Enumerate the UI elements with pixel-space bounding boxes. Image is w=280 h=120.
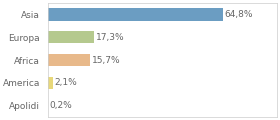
- Text: 17,3%: 17,3%: [96, 33, 125, 42]
- Text: 64,8%: 64,8%: [224, 10, 253, 19]
- Text: 0,2%: 0,2%: [50, 101, 73, 110]
- Bar: [48, 54, 90, 66]
- Bar: [48, 8, 223, 21]
- Bar: [48, 77, 53, 89]
- Text: 2,1%: 2,1%: [55, 78, 78, 87]
- Bar: [48, 31, 94, 43]
- Text: 15,7%: 15,7%: [92, 55, 120, 65]
